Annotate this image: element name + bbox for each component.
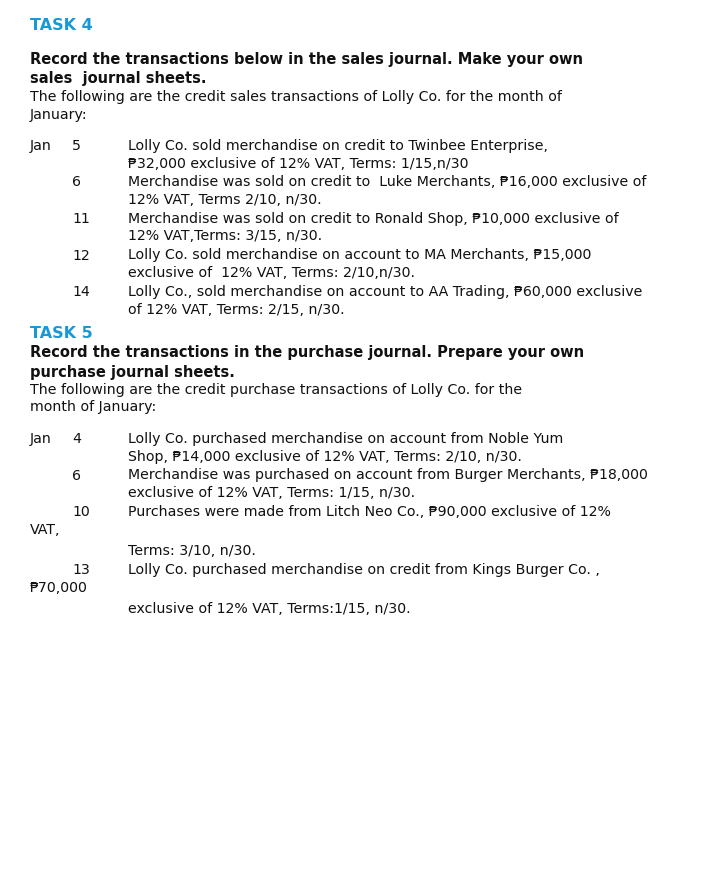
- Text: 12% VAT,Terms: 3/15, n/30.: 12% VAT,Terms: 3/15, n/30.: [128, 230, 322, 243]
- Text: Merchandise was purchased on account from Burger Merchants, ₱18,000: Merchandise was purchased on account fro…: [128, 469, 648, 483]
- Text: 12: 12: [72, 248, 90, 263]
- Text: TASK 5: TASK 5: [30, 325, 93, 340]
- Text: exclusive of 12% VAT, Terms: 1/15, n/30.: exclusive of 12% VAT, Terms: 1/15, n/30.: [128, 486, 415, 500]
- Text: January:: January:: [30, 108, 88, 121]
- Text: Jan: Jan: [30, 139, 52, 153]
- Text: 11: 11: [72, 212, 90, 226]
- Text: Lolly Co. purchased merchandise on credit from Kings Burger Co. ,: Lolly Co. purchased merchandise on credi…: [128, 563, 600, 577]
- Text: Lolly Co. sold merchandise on account to MA Merchants, ₱15,000: Lolly Co. sold merchandise on account to…: [128, 248, 591, 263]
- Text: ₱32,000 exclusive of 12% VAT, Terms: 1/15,n/30: ₱32,000 exclusive of 12% VAT, Terms: 1/1…: [128, 156, 469, 171]
- Text: Terms: 3/10, n/30.: Terms: 3/10, n/30.: [128, 544, 256, 558]
- Text: Lolly Co., sold merchandise on account to AA Trading, ₱60,000 exclusive: Lolly Co., sold merchandise on account t…: [128, 285, 642, 299]
- Text: exclusive of 12% VAT, Terms:1/15, n/30.: exclusive of 12% VAT, Terms:1/15, n/30.: [128, 602, 411, 616]
- Text: VAT,: VAT,: [30, 522, 60, 537]
- Text: sales  journal sheets.: sales journal sheets.: [30, 72, 206, 87]
- Text: The following are the credit purchase transactions of Lolly Co. for the: The following are the credit purchase tr…: [30, 383, 522, 397]
- Text: 6: 6: [72, 469, 81, 483]
- Text: purchase journal sheets.: purchase journal sheets.: [30, 364, 235, 379]
- Text: Lolly Co. purchased merchandise on account from Noble Yum: Lolly Co. purchased merchandise on accou…: [128, 432, 563, 446]
- Text: Merchandise was sold on credit to Ronald Shop, ₱10,000 exclusive of: Merchandise was sold on credit to Ronald…: [128, 212, 618, 226]
- Text: Purchases were made from Litch Neo Co., ₱90,000 exclusive of 12%: Purchases were made from Litch Neo Co., …: [128, 505, 611, 519]
- Text: Shop, ₱14,000 exclusive of 12% VAT, Terms: 2/10, n/30.: Shop, ₱14,000 exclusive of 12% VAT, Term…: [128, 449, 522, 463]
- Text: ₱70,000: ₱70,000: [30, 581, 88, 595]
- Text: 12% VAT, Terms 2/10, n/30.: 12% VAT, Terms 2/10, n/30.: [128, 193, 321, 207]
- Text: 6: 6: [72, 176, 81, 189]
- Text: 13: 13: [72, 563, 90, 577]
- Text: 14: 14: [72, 285, 90, 299]
- Text: 10: 10: [72, 505, 90, 519]
- Text: Record the transactions in the purchase journal. Prepare your own: Record the transactions in the purchase …: [30, 345, 584, 360]
- Text: Record the transactions below in the sales journal. Make your own: Record the transactions below in the sal…: [30, 52, 583, 67]
- Text: Lolly Co. sold merchandise on credit to Twinbee Enterprise,: Lolly Co. sold merchandise on credit to …: [128, 139, 548, 153]
- Text: TASK 4: TASK 4: [30, 18, 93, 33]
- Text: Jan: Jan: [30, 432, 52, 446]
- Text: exclusive of  12% VAT, Terms: 2/10,n/30.: exclusive of 12% VAT, Terms: 2/10,n/30.: [128, 266, 415, 280]
- Text: month of January:: month of January:: [30, 400, 156, 415]
- Text: Merchandise was sold on credit to  Luke Merchants, ₱16,000 exclusive of: Merchandise was sold on credit to Luke M…: [128, 176, 646, 189]
- Text: 4: 4: [72, 432, 81, 446]
- Text: of 12% VAT, Terms: 2/15, n/30.: of 12% VAT, Terms: 2/15, n/30.: [128, 302, 344, 316]
- Text: The following are the credit sales transactions of Lolly Co. for the month of: The following are the credit sales trans…: [30, 90, 562, 104]
- Text: 5: 5: [72, 139, 81, 153]
